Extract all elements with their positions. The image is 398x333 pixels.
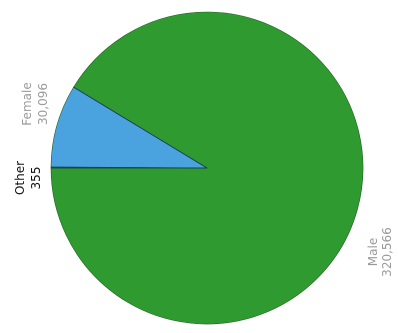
label-other-group: Other 355 <box>13 161 43 195</box>
label-male-group: Male 320,566 <box>366 227 394 277</box>
pie-slices <box>50 11 364 325</box>
slice-value-female: 30,096 <box>36 83 50 125</box>
slice-value-other: 355 <box>29 167 43 190</box>
slice-boundary-line <box>50 166 208 169</box>
slice-label-female: Female <box>20 82 34 125</box>
pie-slice-female <box>50 86 209 169</box>
slice-label-other: Other <box>13 161 27 195</box>
slice-boundary-line <box>73 86 208 169</box>
label-female-group: Female 30,096 <box>20 82 50 125</box>
slice-value-male: 320,566 <box>380 227 394 277</box>
slice-label-male: Male <box>366 238 380 266</box>
